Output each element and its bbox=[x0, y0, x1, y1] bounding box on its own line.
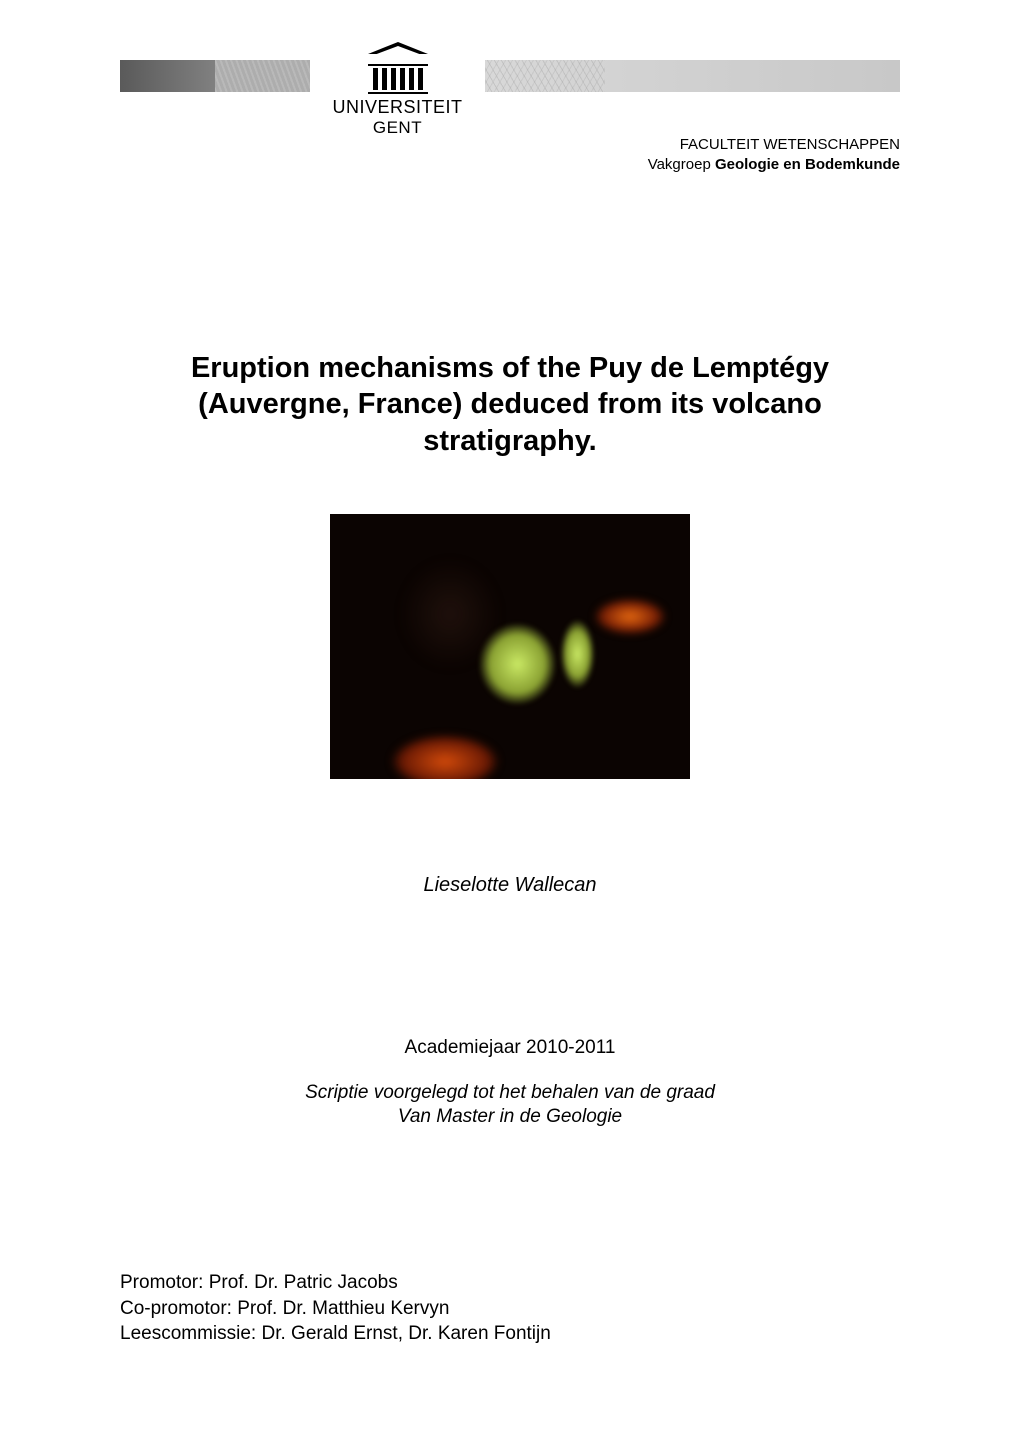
title-line-2: (Auvergne, France) deduced from its volc… bbox=[120, 386, 900, 422]
author-name: Lieselotte Wallecan bbox=[120, 874, 900, 897]
faculty-block: FACULTEIT WETENSCHAPPEN Vakgroep Geologi… bbox=[648, 135, 900, 176]
cover-image-glow bbox=[595, 599, 665, 634]
cover-image-glow bbox=[390, 734, 500, 779]
header-bar-segment-textured bbox=[215, 60, 310, 92]
submission-statement: Scriptie voorgelegd tot het behalen van … bbox=[120, 1081, 900, 1130]
credits-block: Promotor: Prof. Dr. Patric Jacobs Co-pro… bbox=[120, 1270, 900, 1347]
academic-year: Academiejaar 2010-2011 bbox=[120, 1037, 900, 1059]
university-logo: UNIVERSITEIT GENT bbox=[310, 48, 485, 138]
faculty-line2-prefix: Vakgroep bbox=[648, 156, 715, 173]
title-line-3: stratigraphy. bbox=[120, 423, 900, 459]
cover-image-figure bbox=[475, 619, 560, 709]
header-bar-segment-dark bbox=[120, 60, 215, 92]
faculty-line2: Vakgroep Geologie en Bodemkunde bbox=[648, 155, 900, 175]
copromotor-line: Co-promotor: Prof. Dr. Matthieu Kervyn bbox=[120, 1296, 900, 1322]
promotor-line: Promotor: Prof. Dr. Patric Jacobs bbox=[120, 1270, 900, 1296]
faculty-line2-dept: Geologie en Bodemkunde bbox=[715, 156, 900, 173]
submission-line-2: Van Master in de Geologie bbox=[120, 1105, 900, 1130]
logo-text-line1: UNIVERSITEIT bbox=[310, 97, 485, 118]
submission-line-1: Scriptie voorgelegd tot het behalen van … bbox=[120, 1081, 900, 1106]
cover-image bbox=[330, 514, 690, 779]
committee-line: Leescommissie: Dr. Gerald Ernst, Dr. Kar… bbox=[120, 1321, 900, 1347]
logo-roof-icon bbox=[368, 48, 428, 66]
cover-image-figure bbox=[560, 619, 595, 689]
logo-columns-icon bbox=[368, 68, 428, 94]
header-bar-segment-light bbox=[485, 60, 900, 92]
thesis-title: Eruption mechanisms of the Puy de Lempté… bbox=[120, 350, 900, 459]
logo-text-line2: GENT bbox=[310, 118, 485, 138]
faculty-line1: FACULTEIT WETENSCHAPPEN bbox=[648, 135, 900, 155]
thesis-cover-page: UNIVERSITEIT GENT FACULTEIT WETENSCHAPPE… bbox=[0, 0, 1020, 1387]
title-line-1: Eruption mechanisms of the Puy de Lempté… bbox=[120, 350, 900, 386]
